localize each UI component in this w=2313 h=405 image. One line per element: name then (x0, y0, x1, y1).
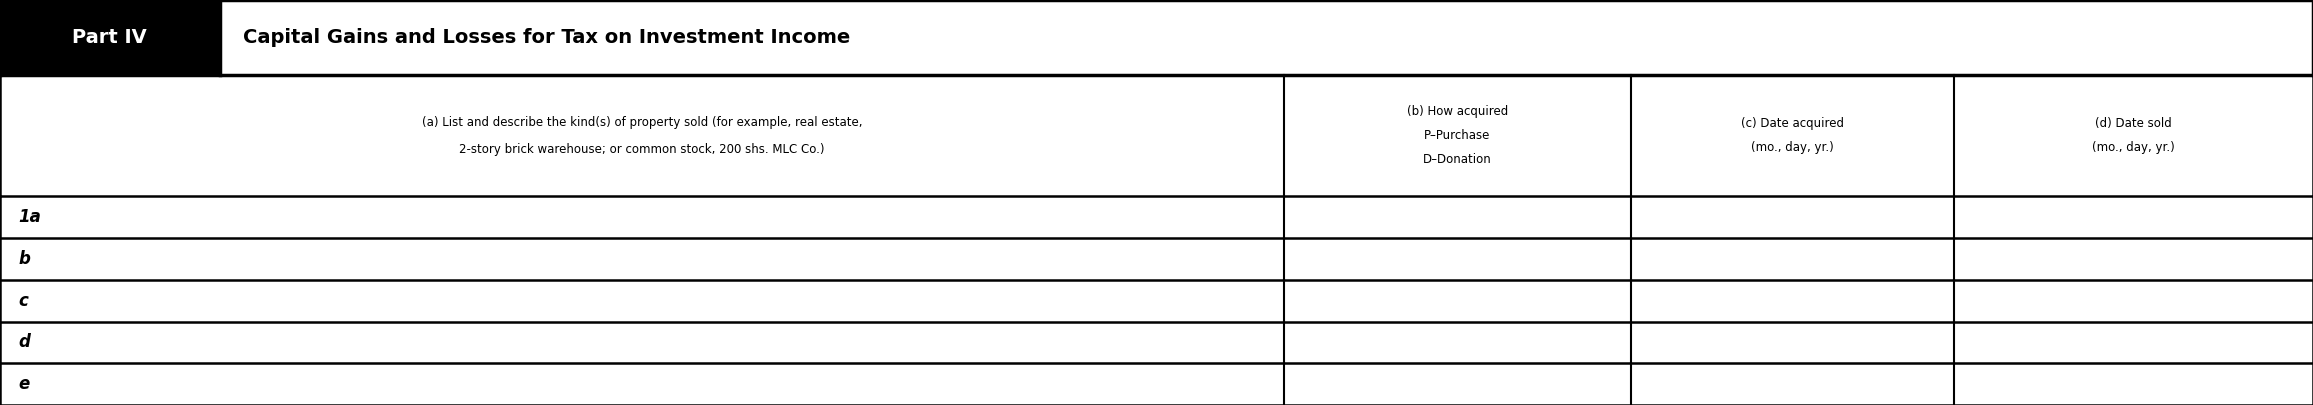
Text: d: d (19, 333, 30, 352)
Text: (c) Date acquired: (c) Date acquired (1742, 117, 1843, 130)
Text: 2-story brick warehouse; or common stock, 200 shs. MLC Co.): 2-story brick warehouse; or common stock… (458, 143, 826, 156)
Text: (b) How acquired: (b) How acquired (1406, 105, 1508, 118)
Text: (a) List and describe the kind(s) of property sold (for example, real estate,: (a) List and describe the kind(s) of pro… (421, 116, 863, 129)
Text: Part IV: Part IV (72, 28, 148, 47)
Text: P–Purchase: P–Purchase (1425, 129, 1490, 142)
Bar (0, 0, 220, 75)
Text: (mo., day, yr.): (mo., day, yr.) (2093, 141, 2174, 154)
Text: b: b (19, 250, 30, 268)
Text: (d) Date sold: (d) Date sold (2096, 117, 2172, 130)
Text: e: e (19, 375, 30, 393)
Text: Capital Gains and Losses for Tax on Investment Income: Capital Gains and Losses for Tax on Inve… (243, 28, 851, 47)
Text: c: c (19, 292, 28, 310)
Bar (220, 0, 2313, 75)
Text: D–Donation: D–Donation (1422, 153, 1492, 166)
Text: (mo., day, yr.): (mo., day, yr.) (1751, 141, 1834, 154)
Text: 1a: 1a (19, 208, 42, 226)
